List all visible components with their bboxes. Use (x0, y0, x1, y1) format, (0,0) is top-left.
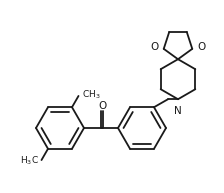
Text: O: O (151, 42, 159, 52)
Text: CH$_3$: CH$_3$ (82, 89, 100, 101)
Text: O: O (197, 42, 205, 52)
Text: O: O (98, 101, 106, 111)
Text: H$_3$C: H$_3$C (19, 155, 39, 167)
Text: N: N (174, 106, 182, 116)
